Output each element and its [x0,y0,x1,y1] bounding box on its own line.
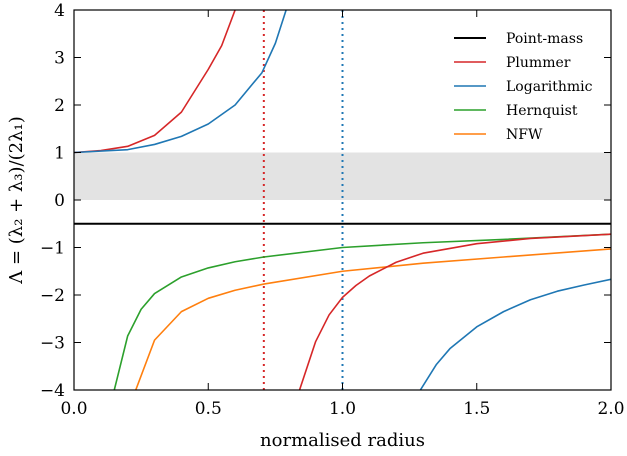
y-tick-label: 3 [54,49,65,69]
x-tick-label: 0.5 [195,399,222,419]
legend-label: Hernquist [506,103,578,119]
series-line-5 [134,248,611,390]
series-line-2 [74,10,236,154]
series-line-4 [113,233,611,390]
x-tick-label: 1.0 [329,399,356,419]
legend-label: Plummer [506,55,571,71]
x-tick-label: 2.0 [597,399,624,419]
series-line-6 [298,233,611,390]
y-tick-label: −1 [40,239,65,259]
y-tick-label: 1 [54,144,65,164]
y-tick-label: 2 [54,96,65,116]
y-axis-label: Λ = (λ₂ + λ₃)/(2λ₁) [6,116,27,285]
y-tick-label: −4 [40,381,65,401]
series-line-7 [419,278,611,390]
x-axis-label: normalised radius [260,430,425,451]
legend-label: Point-mass [506,31,583,47]
y-tick-label: 4 [54,1,65,21]
x-tick-label: 0.0 [60,399,87,419]
series-line-3 [74,10,287,154]
x-tick-label: 1.5 [463,399,490,419]
y-tick-label: −2 [40,286,65,306]
shaded-band [74,152,611,200]
legend-label: NFW [506,127,543,143]
y-tick-label: −3 [40,334,65,354]
legend-label: Logarithmic [506,79,593,95]
y-tick-label: 0 [54,191,65,211]
